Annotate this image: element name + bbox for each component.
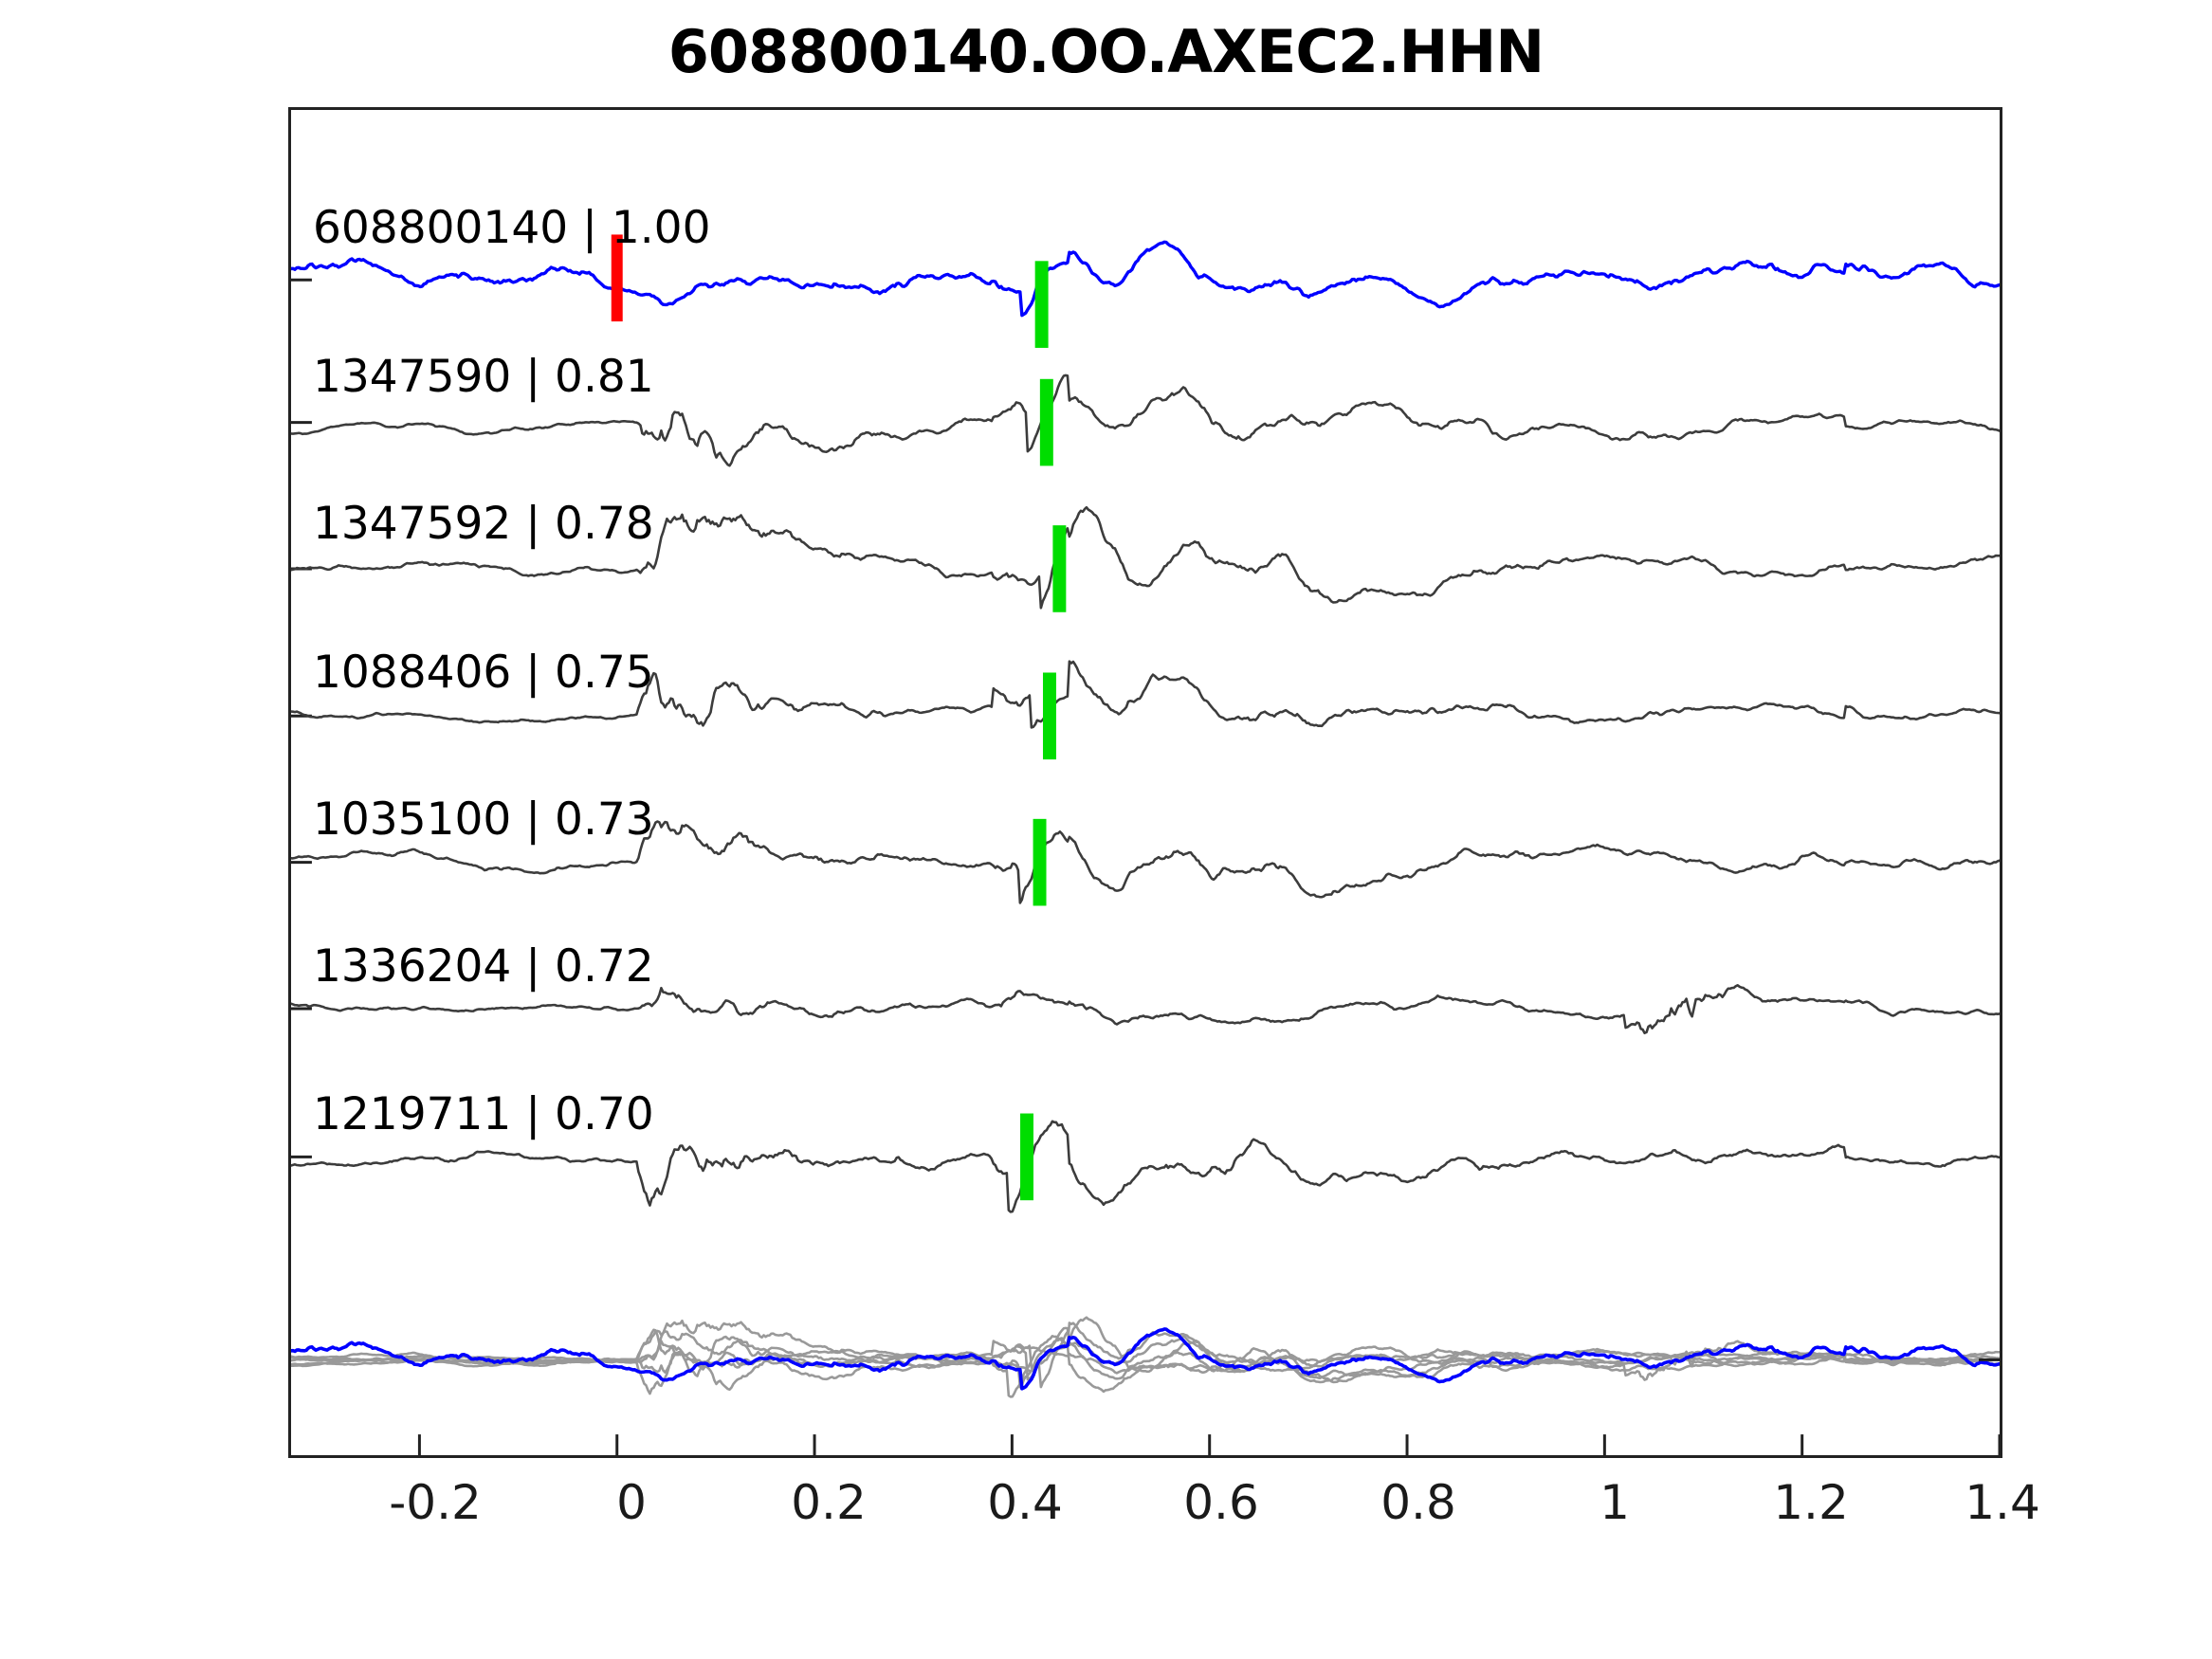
- pick-marker-1347592: [1052, 525, 1067, 612]
- xtick-label-4: 0.6: [1183, 1475, 1259, 1530]
- plot-axes: [288, 107, 2002, 1458]
- trace-label-1347592: 1347592 | 0.78: [313, 498, 654, 550]
- waveform-canvas: [291, 234, 2000, 1455]
- pick-marker-1347590: [1039, 378, 1053, 466]
- overlay-template-608800140: [291, 1327, 2000, 1391]
- trace-label-1219711: 1219711 | 0.70: [313, 1088, 654, 1140]
- trace-line-1347592: [291, 505, 2000, 610]
- xtick-label-8: 1.4: [1965, 1475, 2040, 1530]
- xtick-label-1: 0: [616, 1475, 647, 1530]
- trace-label-608800140: 608800140 | 1.00: [313, 202, 711, 254]
- pick-marker-1035100: [1033, 818, 1047, 906]
- trace-line-1035100: [291, 820, 2000, 904]
- xtick-label-5: 0.8: [1380, 1475, 1456, 1530]
- trace-line-1347590: [291, 374, 2000, 467]
- xtick-label-6: 1: [1600, 1475, 1630, 1530]
- page-title: 608800140.OO.AXEC2.HHN: [667, 17, 1545, 86]
- xtick-label-7: 1.2: [1773, 1475, 1849, 1530]
- trace-line-1336204: [291, 984, 2000, 1035]
- xtick-label-2: 0.2: [791, 1475, 867, 1530]
- trace-label-1347590: 1347590 | 0.81: [313, 351, 654, 403]
- trace-line-1219711: [291, 1120, 2000, 1213]
- x-axis-tick-labels: -0.2 0 0.2 0.4 0.6 0.8 1 1.2 1.4: [0, 1475, 2212, 1541]
- xtick-label-3: 0.4: [987, 1475, 1063, 1530]
- xtick-label-0: -0.2: [389, 1475, 482, 1530]
- origin-marker-608800140: [611, 234, 623, 322]
- pick-marker-1088406: [1042, 672, 1056, 760]
- trace-label-1035100: 1035100 | 0.73: [313, 793, 654, 846]
- pick-marker-1219711: [1020, 1113, 1033, 1201]
- pick-marker-608800140: [1034, 261, 1049, 348]
- trace-label-1088406: 1088406 | 0.75: [313, 647, 654, 699]
- trace-label-1336204: 1336204 | 0.72: [313, 940, 654, 993]
- trace-line-1088406: [291, 660, 2000, 729]
- overlay-member-1219711: [291, 1335, 2000, 1398]
- trace-line-608800140: [291, 240, 2000, 318]
